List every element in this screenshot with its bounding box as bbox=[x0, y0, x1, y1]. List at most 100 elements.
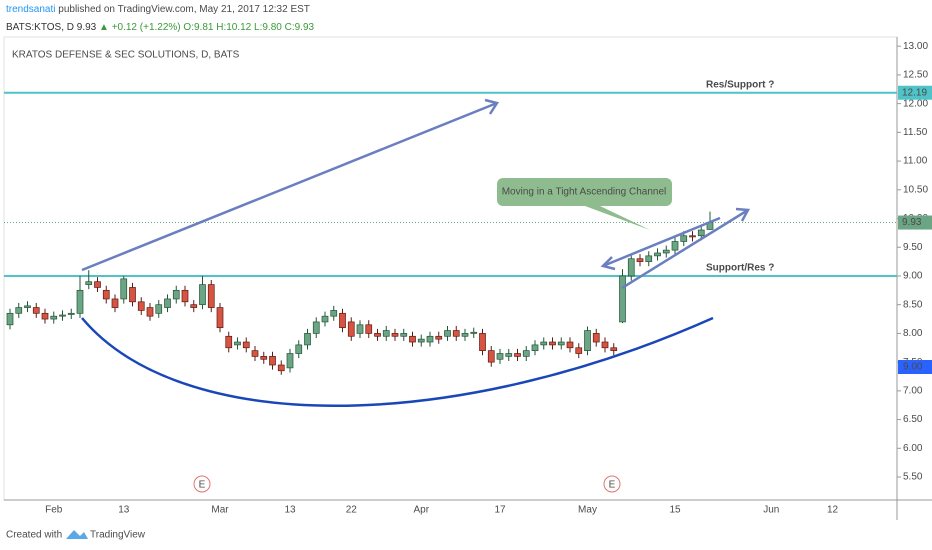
candle-body bbox=[619, 275, 626, 323]
candle-body bbox=[181, 289, 189, 303]
candle-body bbox=[277, 364, 285, 372]
callout-box bbox=[497, 178, 672, 206]
candle-body bbox=[522, 350, 530, 357]
axis-badge bbox=[898, 85, 932, 100]
candle-body bbox=[207, 284, 215, 308]
last: 9.93 bbox=[77, 22, 97, 33]
axis-badge-text: 9.00 bbox=[903, 362, 923, 373]
event-marker bbox=[193, 475, 211, 493]
y-tick-label: 12.50 bbox=[903, 70, 928, 81]
candle-body bbox=[540, 341, 548, 346]
event-label: E bbox=[609, 480, 616, 491]
candle-body bbox=[24, 305, 31, 308]
x-tick-label: 17 bbox=[494, 505, 506, 516]
ohlc: O:9.81 H:10.12 L:9.80 C:9.93 bbox=[183, 22, 314, 33]
candle-body bbox=[680, 235, 688, 242]
y-tick-label: 5.50 bbox=[903, 472, 923, 483]
candle-body bbox=[330, 310, 338, 317]
x-tick-label: Jun bbox=[763, 505, 779, 516]
candle-body bbox=[129, 287, 136, 303]
axis-badge bbox=[898, 360, 932, 374]
candle-body bbox=[514, 353, 521, 357]
x-tick-label: 12 bbox=[827, 505, 839, 516]
trend-arrow bbox=[81, 98, 499, 272]
candle-body bbox=[575, 347, 583, 354]
candle-body bbox=[391, 333, 399, 337]
candle-body bbox=[584, 330, 591, 351]
callout-text: Moving in a Tight Ascending Channel bbox=[502, 187, 667, 198]
published: published on TradingView.com, May 21, 20… bbox=[58, 4, 310, 15]
y-tick-label: 9.50 bbox=[903, 242, 923, 253]
candle-body bbox=[444, 330, 451, 337]
candle-body bbox=[67, 312, 75, 315]
candle-body bbox=[6, 312, 14, 326]
candle-body bbox=[470, 331, 478, 334]
candle-body bbox=[549, 341, 556, 346]
candle-body bbox=[15, 307, 23, 314]
y-tick-label: 10.50 bbox=[903, 184, 928, 195]
candle-body bbox=[452, 330, 460, 337]
y-tick-label: 7.00 bbox=[903, 385, 923, 396]
candle-body bbox=[662, 249, 670, 254]
callout-pointer bbox=[585, 206, 650, 230]
candle-body bbox=[374, 333, 381, 337]
channel-lower bbox=[600, 216, 721, 271]
candle-body bbox=[76, 289, 84, 314]
candle-body bbox=[400, 333, 408, 337]
candle-body bbox=[671, 241, 679, 251]
candle-body bbox=[382, 330, 390, 337]
y-tick-label: 12.00 bbox=[903, 98, 928, 109]
candle-body bbox=[242, 341, 250, 349]
candle-body bbox=[461, 333, 469, 337]
author: trendsanati bbox=[6, 4, 55, 15]
candle-body bbox=[94, 281, 101, 288]
candle-body bbox=[234, 341, 241, 346]
y-tick-label: 13.00 bbox=[903, 41, 928, 52]
candle-body bbox=[347, 321, 355, 337]
header: trendsanati published on TradingView.com… bbox=[6, 4, 310, 15]
last-price-badge bbox=[898, 215, 932, 230]
candle-body bbox=[190, 304, 198, 308]
symbol: BATS:KTOS, D bbox=[6, 22, 74, 33]
candle-body bbox=[295, 344, 303, 354]
candle-body bbox=[592, 333, 600, 343]
x-tick-label: 22 bbox=[346, 505, 358, 516]
candle-body bbox=[479, 333, 486, 351]
candle-body bbox=[304, 333, 311, 346]
candle-body bbox=[487, 350, 495, 363]
candle-body bbox=[426, 335, 434, 343]
candle-body bbox=[216, 307, 224, 329]
candle-body bbox=[601, 341, 609, 349]
hline-label: Res/Support ? bbox=[706, 79, 774, 90]
candle-body bbox=[102, 289, 110, 300]
candle-body bbox=[312, 321, 320, 334]
hline-label: Support/Res ? bbox=[706, 263, 774, 274]
x-tick-label: 13 bbox=[284, 505, 296, 516]
y-tick-label: 8.00 bbox=[903, 328, 923, 339]
candle-body bbox=[697, 229, 705, 237]
last-price-text: 9.93 bbox=[902, 217, 922, 228]
x-tick-label: 13 bbox=[118, 505, 130, 516]
candle-body bbox=[339, 312, 346, 329]
candle-body bbox=[531, 344, 539, 351]
footer-bg bbox=[0, 521, 932, 550]
footer: Created with bbox=[6, 530, 62, 541]
candle-body bbox=[409, 335, 416, 343]
candle-body bbox=[365, 324, 373, 334]
candle-body bbox=[636, 258, 644, 262]
candle-body bbox=[627, 258, 635, 277]
candle-body bbox=[321, 315, 329, 323]
candle-body bbox=[225, 335, 233, 349]
candle-body bbox=[251, 350, 259, 357]
candle-body bbox=[172, 289, 180, 300]
channel-upper bbox=[621, 207, 751, 290]
candle-body bbox=[164, 298, 171, 308]
candle-body bbox=[137, 301, 145, 311]
y-tick-label: 9.00 bbox=[903, 271, 923, 282]
candle-body bbox=[199, 284, 206, 306]
candle-body bbox=[496, 353, 504, 360]
candle-body bbox=[610, 347, 618, 351]
candle-body bbox=[286, 353, 294, 369]
x-tick-label: May bbox=[578, 505, 597, 516]
